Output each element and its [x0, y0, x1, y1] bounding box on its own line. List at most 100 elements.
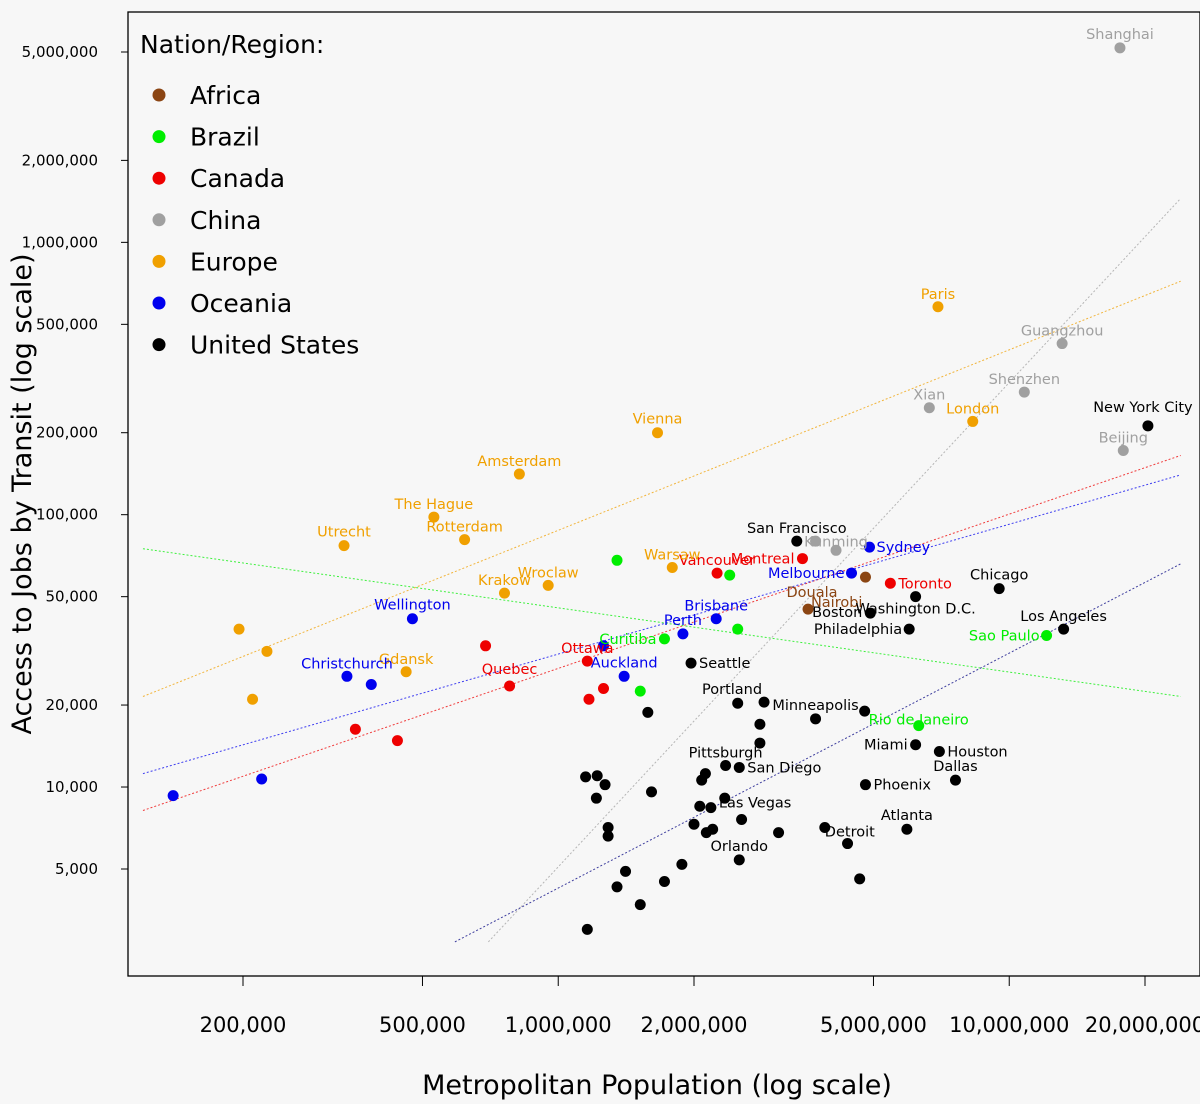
- data-point-brazil: [1041, 630, 1053, 642]
- point-label-portland: Portland: [702, 682, 762, 698]
- legend-label-china: China: [190, 206, 261, 235]
- data-point-united-states: [910, 739, 922, 751]
- data-point-united-states: [854, 873, 866, 885]
- legend-label-brazil: Brazil: [190, 123, 260, 152]
- y-tick-label: 2,000,000: [22, 151, 98, 169]
- data-point-africa: [859, 571, 871, 583]
- legend-label-united-states: United States: [190, 331, 359, 360]
- data-point-oceania: [256, 773, 268, 785]
- y-tick-label: 1,000,000: [22, 233, 98, 251]
- point-label-paris: Paris: [921, 287, 956, 303]
- data-point-united-states: [773, 827, 785, 839]
- data-point-united-states: [688, 818, 700, 830]
- data-point-canada: [583, 693, 595, 705]
- point-label-gdansk: Gdansk: [379, 652, 434, 668]
- data-point-oceania: [365, 678, 377, 690]
- point-label-houston: Houston: [947, 745, 1007, 761]
- legend: Nation/Region: Africa Brazil Canada China Eur…: [140, 30, 359, 360]
- point-label-ottawa: Ottawa: [561, 641, 613, 657]
- data-point-united-states: [901, 823, 913, 835]
- data-point-united-states: [620, 865, 632, 877]
- data-point-united-states: [733, 761, 745, 773]
- x-tick-label: 200,000: [200, 1013, 287, 1037]
- data-points: [167, 42, 1154, 935]
- point-label-new-york-city: New York City: [1093, 400, 1193, 416]
- data-point-canada: [504, 680, 516, 692]
- y-tick-label: 50,000: [46, 588, 99, 606]
- point-label-utrecht: Utrecht: [317, 525, 371, 541]
- data-point-united-states: [949, 774, 961, 786]
- point-label-london: London: [946, 401, 999, 417]
- data-point-united-states: [581, 923, 593, 935]
- y-tick-label: 500,000: [36, 315, 98, 333]
- x-tick-label: 10,000,000: [949, 1013, 1069, 1037]
- data-point-united-states: [707, 823, 719, 835]
- point-label-guangzhou: Guangzhou: [1021, 324, 1104, 340]
- data-point-oceania: [846, 567, 858, 579]
- data-point-europe: [542, 579, 554, 591]
- data-point-europe: [338, 540, 350, 552]
- data-point-brazil: [724, 569, 736, 581]
- data-point-oceania: [341, 670, 353, 682]
- data-point-oceania: [677, 628, 689, 640]
- y-tick-label: 100,000: [36, 506, 98, 524]
- point-label-wroclaw: Wroclaw: [518, 565, 579, 581]
- data-point-united-states: [591, 770, 603, 782]
- point-label-the-hague: The Hague: [394, 497, 474, 513]
- data-point-oceania: [598, 640, 610, 652]
- point-label-xian: Xian: [913, 388, 945, 404]
- axes: 5,000 10,000 20,000 50,000 100,000 200,000 500…: [22, 43, 1200, 1037]
- data-point-united-states: [685, 657, 697, 669]
- data-point-united-states: [611, 881, 623, 893]
- data-point-united-states: [859, 779, 871, 791]
- point-label-san-francisco: San Francisco: [747, 521, 847, 537]
- point-label-sao-paulo: Sao Paulo: [969, 629, 1040, 645]
- legend-swatch-europe: [152, 254, 166, 268]
- x-axis-title: Metropolitan Population (log scale): [422, 1070, 892, 1101]
- point-label-toronto: Toronto: [897, 576, 952, 592]
- point-label-atlanta: Atlanta: [881, 808, 933, 824]
- data-point-china: [830, 544, 842, 556]
- point-label-philadelphia: Philadelphia: [814, 622, 902, 638]
- point-label-minneapolis: Minneapolis: [772, 698, 858, 714]
- data-point-china: [1114, 42, 1126, 54]
- data-point-united-states: [819, 822, 831, 834]
- data-point-brazil: [732, 623, 744, 635]
- point-label-kunming: Kunming: [804, 534, 868, 550]
- data-point-united-states: [1058, 623, 1070, 635]
- data-point-united-states: [599, 779, 611, 791]
- data-point-united-states: [696, 774, 708, 786]
- point-label-melbourne: Melbourne: [768, 566, 845, 582]
- point-label-rio-de-janeiro: Rio de Janeiro: [869, 713, 969, 729]
- point-label-christchurch: Christchurch: [301, 656, 393, 672]
- data-point-united-states: [580, 771, 592, 783]
- point-label-washington-d-c: Washington D.C.: [855, 602, 975, 618]
- data-point-china: [923, 402, 935, 414]
- legend-swatch-oceania: [152, 296, 166, 310]
- point-label-beijing: Beijing: [1099, 431, 1148, 447]
- data-point-united-states: [694, 800, 706, 812]
- data-point-united-states: [864, 607, 876, 619]
- data-point-china: [1056, 338, 1068, 350]
- data-point-brazil: [611, 554, 623, 566]
- point-label-las-vegas: Las Vegas: [719, 796, 792, 812]
- data-point-united-states: [791, 535, 803, 547]
- data-point-brazil: [913, 720, 925, 732]
- point-label-auckland: Auckland: [591, 655, 658, 671]
- data-point-canada: [796, 553, 808, 565]
- data-point-oceania: [618, 670, 630, 682]
- data-point-united-states: [732, 697, 744, 709]
- trend-line-china: [488, 198, 1182, 943]
- point-label-orlando: Orlando: [710, 839, 768, 855]
- legend-swatch-united-states: [152, 338, 166, 352]
- data-point-united-states: [933, 746, 945, 758]
- data-point-canada: [581, 655, 593, 667]
- point-label-quebec: Quebec: [482, 662, 538, 678]
- data-point-united-states: [1142, 420, 1154, 432]
- data-point-europe: [513, 468, 525, 480]
- legend-swatch-brazil: [152, 130, 166, 144]
- point-label-amsterdam: Amsterdam: [477, 454, 561, 470]
- data-point-canada: [598, 683, 610, 695]
